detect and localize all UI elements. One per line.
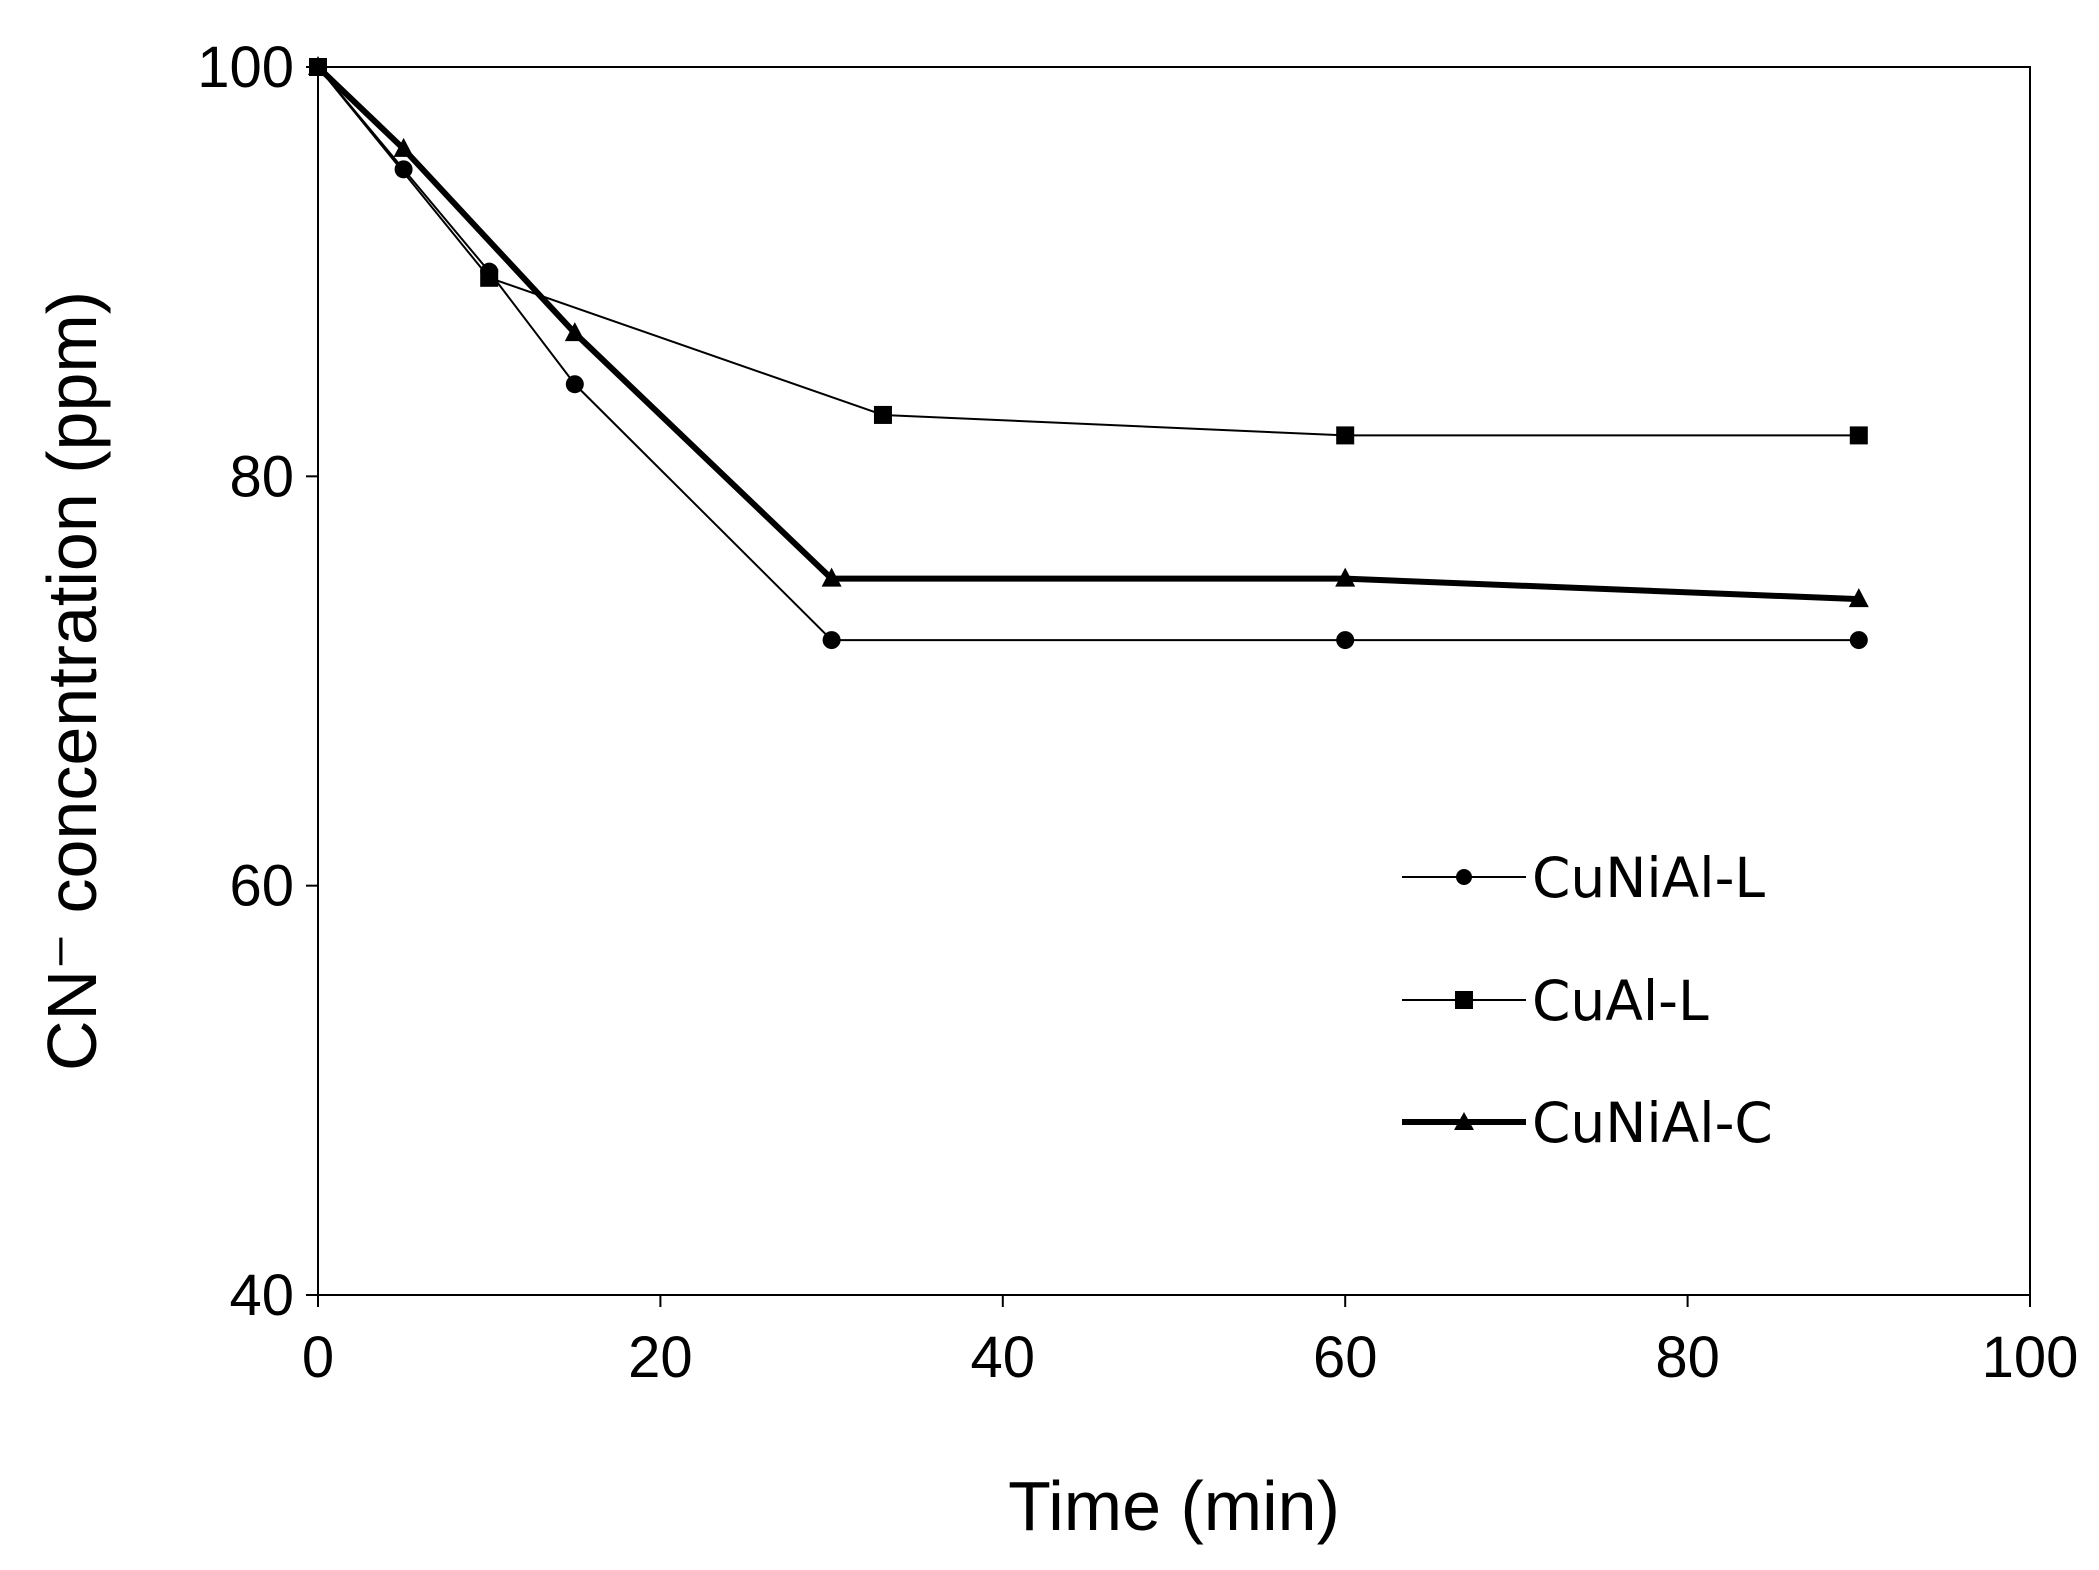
legend-label-cunial-c: CuNiAl-C xyxy=(1532,1091,1773,1155)
x-tick-label: 100 xyxy=(1982,1325,2079,1390)
data-point xyxy=(1336,631,1355,650)
data-point xyxy=(1849,426,1868,445)
data-point xyxy=(1335,567,1356,587)
x-tick-label: 20 xyxy=(628,1325,693,1390)
x-tick-label: 0 xyxy=(302,1325,334,1390)
legend-label-cunial-l: CuNiAl-L xyxy=(1532,846,1765,910)
y-axis-title: CN⁻ concentration (ppm) xyxy=(33,291,111,1071)
legend-item-cual-l: CuAl-L xyxy=(1402,969,1709,1033)
data-point xyxy=(393,137,414,157)
legend: CuNiAl-L CuAl-L CuNiAl-C xyxy=(1402,846,1773,1155)
y-tick-label: 100 xyxy=(197,35,294,100)
data-point xyxy=(822,631,841,650)
series-layer xyxy=(308,56,1869,650)
data-point xyxy=(1849,631,1868,650)
x-axis-title: Time (min) xyxy=(1008,1467,1340,1545)
data-point xyxy=(1336,426,1355,445)
data-point xyxy=(394,160,413,179)
y-tick-label: 80 xyxy=(229,444,294,509)
series-cunial-c xyxy=(308,56,1869,608)
plot-area xyxy=(317,66,2031,1296)
data-point xyxy=(564,322,585,342)
data-point xyxy=(873,405,892,424)
series-line xyxy=(315,64,1859,603)
x-tick-label: 80 xyxy=(1655,1325,1720,1390)
legend-marker-square xyxy=(1455,991,1473,1009)
data-point xyxy=(480,268,499,287)
legend-marker-triangle xyxy=(1454,1112,1474,1130)
y-tick-label: 40 xyxy=(229,1263,294,1328)
x-tick-label: 40 xyxy=(971,1325,1036,1390)
legend-item-cunial-c: CuNiAl-C xyxy=(1402,1091,1773,1155)
x-tick-label: 60 xyxy=(1313,1325,1378,1390)
legend-item-cuniAl-l: CuNiAl-L xyxy=(1402,846,1765,910)
axes: 0 20 40 60 80 100 40 60 80 100 xyxy=(197,35,2078,1390)
data-point xyxy=(565,375,584,394)
data-point xyxy=(308,56,328,75)
data-point xyxy=(1848,588,1869,608)
legend-label-cual-l: CuAl-L xyxy=(1532,969,1709,1033)
series-cual-l xyxy=(309,58,1868,445)
data-point xyxy=(821,567,842,587)
y-tick-label: 60 xyxy=(229,854,294,919)
legend-marker-circle xyxy=(1456,869,1472,885)
